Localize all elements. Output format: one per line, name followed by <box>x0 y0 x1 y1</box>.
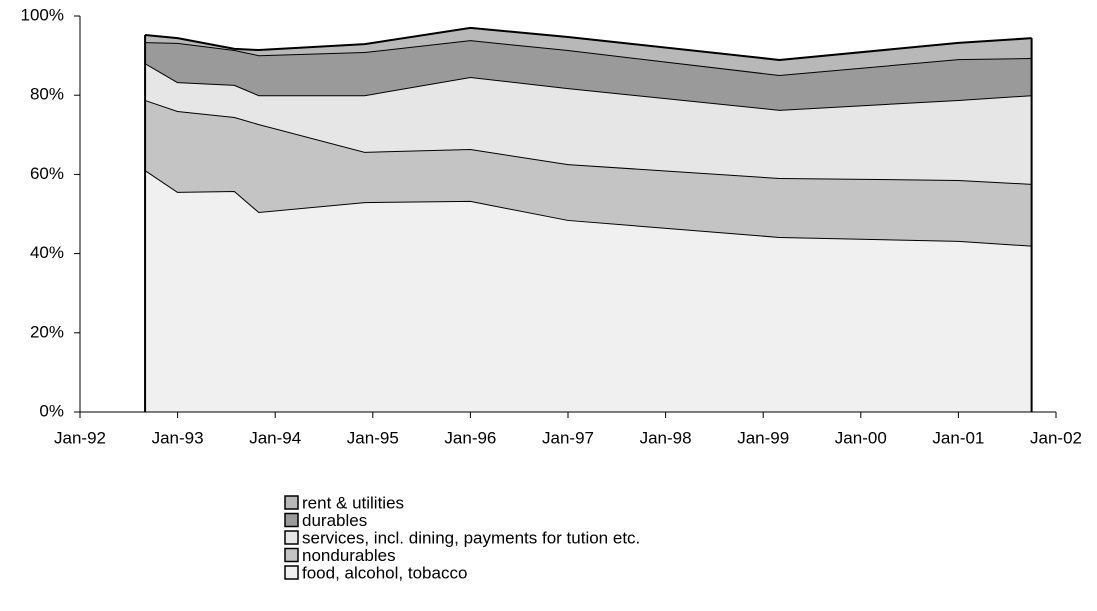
y-tick-label: 100% <box>21 5 64 24</box>
x-tick-label: Jan-96 <box>444 428 496 447</box>
x-tick-label: Jan-94 <box>249 428 301 447</box>
x-tick-label: Jan-99 <box>737 428 789 447</box>
y-tick-label: 60% <box>30 164 64 183</box>
x-tick-label: Jan-92 <box>54 428 106 447</box>
legend-label: food, alcohol, tobacco <box>302 563 467 582</box>
x-tick-label: Jan-98 <box>640 428 692 447</box>
legend-swatch <box>284 547 299 563</box>
legend-swatch <box>284 512 299 528</box>
legend-swatch <box>284 530 299 545</box>
y-tick-label: 40% <box>30 243 64 262</box>
x-tick-label: Jan-01 <box>932 428 984 447</box>
area <box>145 170 1032 412</box>
area-edge <box>145 39 1032 77</box>
area-edge <box>144 62 1032 111</box>
legend-swatch <box>284 495 299 510</box>
legend-label: durables <box>302 511 367 530</box>
x-tick-label: Jan-93 <box>152 428 204 447</box>
area-edge <box>144 26 1032 61</box>
y-tick-label: 0% <box>39 401 64 420</box>
area <box>145 63 1032 184</box>
y-tick-label: 20% <box>30 322 64 341</box>
legend-swatch <box>284 565 299 580</box>
x-tick-label: Jan-02 <box>1030 428 1082 447</box>
legend-label: services, incl. dining, payments for tut… <box>302 528 640 547</box>
x-tick-label: Jan-97 <box>542 428 594 447</box>
legend-label: nondurables <box>302 546 396 565</box>
y-tick-label: 80% <box>30 85 64 104</box>
area <box>145 27 1032 76</box>
x-tick-label: Jan-95 <box>347 428 399 447</box>
area <box>145 99 1032 246</box>
legend-label: rent & utilities <box>302 493 404 512</box>
area <box>145 40 1032 110</box>
x-tick-label: Jan-00 <box>835 428 887 447</box>
